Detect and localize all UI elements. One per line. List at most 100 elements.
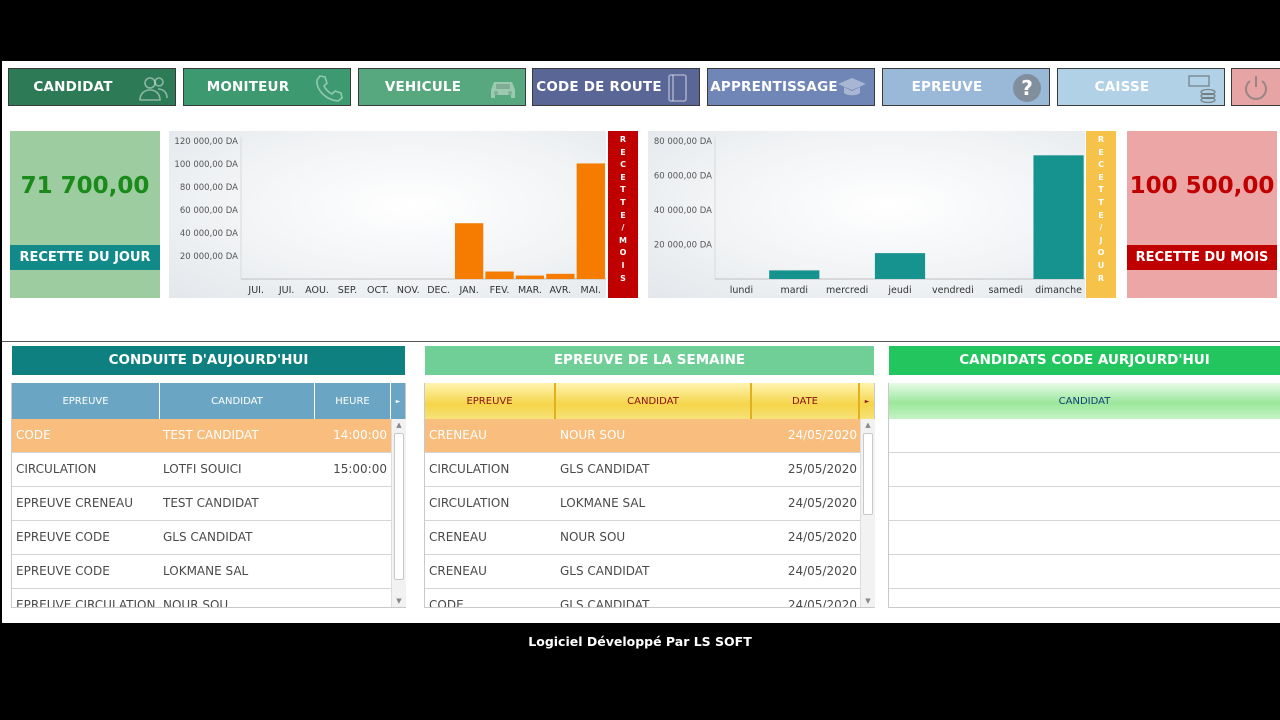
table-row[interactable]: EPREUVE CRENEAU TEST CANDIDAT bbox=[12, 487, 391, 521]
recette-jour-value: 71 700,00 bbox=[20, 173, 150, 199]
table-row[interactable] bbox=[889, 487, 1280, 521]
cell-candidat: GLS CANDIDAT bbox=[560, 598, 650, 607]
cell-candidat: LOTFI SOUICI bbox=[163, 462, 242, 476]
nav-moniteur-label: MONITEUR bbox=[206, 79, 290, 95]
x-tick-label: NOV. bbox=[397, 285, 420, 296]
band-letter: U bbox=[1097, 260, 1105, 270]
col-epreuve[interactable]: EPREUVE bbox=[425, 383, 556, 419]
scroll-up-icon[interactable]: ▲ bbox=[865, 421, 871, 429]
table-row[interactable] bbox=[889, 419, 1280, 453]
recette-jour-band: R E C E T T E / J O U R bbox=[1086, 131, 1116, 298]
bar bbox=[1033, 155, 1084, 279]
nav-code-de-route-button[interactable]: CODE DE ROUTE bbox=[532, 68, 700, 106]
cell-epreuve: CIRCULATION bbox=[16, 462, 97, 476]
power-icon bbox=[1245, 76, 1267, 100]
table-row[interactable]: CIRCULATION GLS CANDIDAT 25/05/2020 bbox=[425, 453, 860, 487]
recette-mois-caption: RECETTE DU MOIS bbox=[1127, 245, 1277, 270]
x-tick-label: AVR. bbox=[550, 285, 572, 296]
recette-mois-band: R E C E T T E / M O I S bbox=[608, 131, 638, 298]
band-letter: C bbox=[620, 160, 626, 170]
scroll-down-icon[interactable]: ▼ bbox=[396, 597, 402, 605]
cell-candidat: TEST CANDIDAT bbox=[163, 496, 259, 510]
cell-candidat: NOUR SOU bbox=[560, 530, 626, 544]
band-letter: R bbox=[1097, 135, 1105, 144]
bar bbox=[874, 253, 926, 279]
x-tick-label: samedi bbox=[988, 285, 1023, 296]
band-letter: R bbox=[619, 135, 627, 144]
col-heure[interactable]: HEURE bbox=[315, 383, 391, 419]
cell-date: 24/05/2020 bbox=[787, 428, 857, 442]
table-row[interactable]: CRENEAU NOUR SOU 24/05/2020 bbox=[425, 521, 860, 555]
y-tick-label: 60 000,00 DA bbox=[180, 206, 238, 216]
band-letter: T bbox=[620, 197, 626, 207]
y-tick-label: 20 000,00 DA bbox=[654, 241, 712, 251]
cell-epreuve: EPREUVE CODE bbox=[16, 530, 110, 544]
table-row[interactable] bbox=[889, 453, 1280, 487]
nav-epreuve-label: EPREUVE bbox=[911, 79, 983, 95]
cell-candidat: NOUR SOU bbox=[163, 598, 229, 607]
conduite-title: CONDUITE D'AUJOURD'HUI bbox=[12, 346, 405, 375]
nav-candidat-button[interactable]: CANDIDAT bbox=[8, 68, 176, 106]
band-letter: I bbox=[621, 260, 625, 270]
x-tick-label: SEP. bbox=[338, 285, 357, 296]
weekly-revenue-svg: 20 000,00 DA 40 000,00 DA 60 000,00 DA 80 0… bbox=[654, 137, 1085, 296]
x-tick-label: JUI. bbox=[247, 285, 264, 296]
table-row[interactable]: CRENEAU GLS CANDIDAT 24/05/2020 bbox=[425, 555, 860, 589]
nav-vehicule-button[interactable]: VEHICULE bbox=[358, 68, 526, 106]
table-row[interactable] bbox=[889, 521, 1280, 555]
x-tick-label: AOU. bbox=[305, 285, 329, 296]
scroll-thumb[interactable] bbox=[394, 433, 404, 580]
table-row[interactable]: CODE GLS CANDIDAT 24/05/2020 bbox=[425, 589, 860, 607]
dashboard-window: CANDIDAT MONITEUR VEHICULE CODE DE ROUTE… bbox=[2, 61, 1280, 623]
nav-moniteur-button[interactable]: MONITEUR bbox=[183, 68, 351, 106]
phone-icon bbox=[316, 75, 343, 102]
nav-caisse-button[interactable]: CAISSE bbox=[1057, 68, 1225, 106]
x-tick-label: mardi bbox=[781, 285, 808, 296]
band-letter: E bbox=[620, 172, 626, 182]
band-letter: T bbox=[1098, 197, 1104, 207]
semaine-header: EPREUVE CANDIDAT DATE ► bbox=[425, 383, 874, 419]
col-candidat[interactable]: CANDIDAT bbox=[556, 383, 752, 419]
conduite-scrollbar[interactable]: ▲ ▼ bbox=[391, 419, 406, 607]
x-tick-label: jeudi bbox=[887, 285, 911, 296]
scroll-thumb[interactable] bbox=[863, 433, 873, 515]
table-row[interactable]: EPREUVE CODE LOKMANE SAL bbox=[12, 555, 391, 589]
table-row[interactable]: CRENEAU NOUR SOU 24/05/2020 bbox=[425, 419, 860, 453]
power-button[interactable] bbox=[1231, 68, 1280, 106]
nav-vehicule-label: VEHICULE bbox=[384, 79, 462, 95]
col-date[interactable]: DATE bbox=[752, 383, 860, 419]
band-letter: E bbox=[1098, 147, 1104, 157]
table-row[interactable] bbox=[889, 555, 1280, 589]
money-icon bbox=[1188, 75, 1216, 104]
cell-epreuve: CIRCULATION bbox=[429, 462, 510, 476]
col-epreuve[interactable]: EPREUVE bbox=[12, 383, 160, 419]
table-row[interactable]: EPREUVE CODE GLS CANDIDAT bbox=[12, 521, 391, 555]
table-row[interactable] bbox=[889, 589, 1280, 607]
cell-date: 24/05/2020 bbox=[787, 530, 857, 544]
table-row[interactable]: CIRCULATION LOKMANE SAL 24/05/2020 bbox=[425, 487, 860, 521]
semaine-scrollbar[interactable]: ▲ ▼ bbox=[860, 419, 875, 607]
band-letter: E bbox=[620, 147, 626, 157]
book-icon bbox=[668, 74, 687, 102]
cell-date: 24/05/2020 bbox=[787, 564, 857, 578]
y-tick-label: 20 000,00 DA bbox=[180, 252, 238, 262]
table-row[interactable]: EPREUVE CIRCULATION NOUR SOU bbox=[12, 589, 391, 607]
scroll-down-icon[interactable]: ▼ bbox=[865, 597, 871, 605]
x-tick-label: vendredi bbox=[932, 285, 974, 296]
band-letter: C bbox=[1098, 160, 1104, 170]
band-letter: S bbox=[620, 273, 626, 283]
x-tick-label: JAN. bbox=[458, 285, 478, 296]
table-row[interactable]: CIRCULATION LOTFI SOUICI 15:00:00 bbox=[12, 453, 391, 487]
section-divider bbox=[2, 341, 1280, 342]
semaine-title: EPREUVE DE LA SEMAINE bbox=[425, 346, 874, 375]
col-candidat[interactable]: CANDIDAT bbox=[1058, 395, 1111, 407]
nav-apprentissage-button[interactable]: APPRENTISSAGE bbox=[707, 68, 875, 106]
nav-code-de-route-label: CODE DE ROUTE bbox=[536, 79, 662, 95]
semaine-rows: CRENEAU NOUR SOU 24/05/2020 CIRCULATION GLS … bbox=[425, 419, 860, 607]
band-letter: / bbox=[621, 223, 625, 233]
nav-epreuve-button[interactable]: EPREUVE ? bbox=[882, 68, 1050, 106]
col-candidat[interactable]: CANDIDAT bbox=[160, 383, 315, 419]
table-row[interactable]: CODE TEST CANDIDAT 14:00:00 bbox=[12, 419, 391, 453]
x-tick-label: JUI. bbox=[278, 285, 295, 296]
scroll-up-icon[interactable]: ▲ bbox=[396, 421, 402, 429]
